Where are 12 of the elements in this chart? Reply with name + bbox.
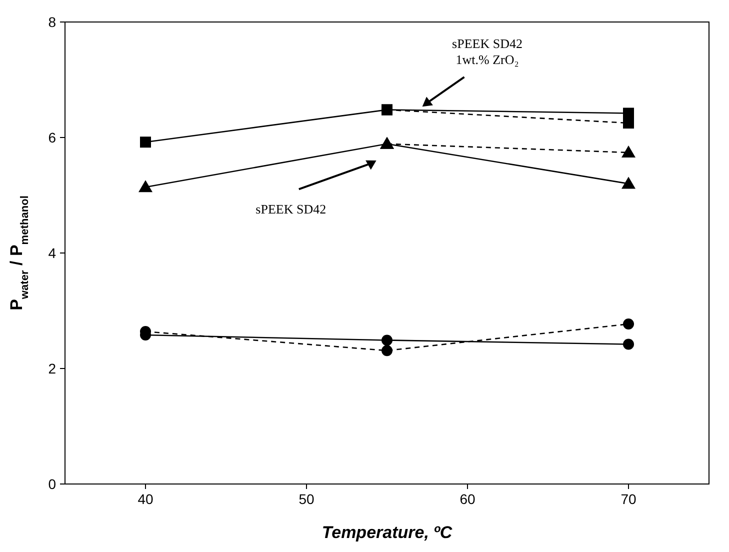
x-tick-label: 50: [298, 491, 314, 507]
y-tick-label: 0: [48, 476, 56, 492]
y-tick-label: 2: [48, 360, 56, 376]
y-tick-label: 8: [48, 14, 56, 30]
annotation: sPEEK SD42 1wt.% ZrO₂: [452, 36, 522, 67]
x-tick-label: 60: [460, 491, 476, 507]
annotation: sPEEK SD42: [256, 201, 326, 216]
x-tick-label: 70: [620, 491, 636, 507]
y-tick-label: 6: [48, 130, 56, 146]
x-tick-label: 40: [138, 491, 154, 507]
x-axis-title: Temperature, ºC: [322, 523, 453, 542]
y-tick-label: 4: [48, 245, 56, 261]
